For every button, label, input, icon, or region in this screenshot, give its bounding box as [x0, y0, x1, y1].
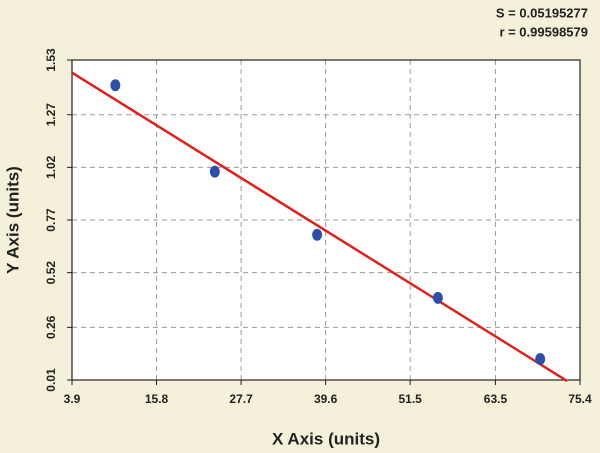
x-axis-label: X Axis (units): [272, 429, 380, 448]
y-axis-label: Y Axis (units): [3, 166, 22, 274]
y-tick-label: 1.02: [44, 155, 58, 179]
plot-border: [71, 59, 581, 381]
x-tick-label: 15.8: [145, 392, 169, 406]
point: [110, 79, 121, 92]
point: [312, 228, 323, 241]
x-tick-label: 3.9: [64, 392, 81, 406]
fit-line: [71, 71, 568, 383]
x-tick-label: 51.5: [399, 392, 423, 406]
x-tick-label: 39.6: [314, 392, 338, 406]
y-tick-label: 0.01: [44, 368, 58, 392]
point: [209, 165, 220, 178]
x-tick-label: 27.7: [229, 392, 253, 406]
annotation: S = 0.05195277: [496, 5, 588, 20]
annotation: r = 0.99598579: [499, 24, 588, 39]
x-tick-label: 63.5: [484, 392, 508, 406]
y-tick-label: 1.53: [44, 48, 58, 72]
point: [535, 352, 546, 365]
point: [432, 291, 443, 304]
y-tick-label: 0.77: [44, 208, 58, 232]
x-tick-label: 75.4: [568, 392, 592, 406]
y-tick-label: 1.27: [44, 103, 58, 127]
y-tick-label: 0.26: [44, 315, 58, 339]
y-tick-label: 0.52: [44, 261, 58, 285]
